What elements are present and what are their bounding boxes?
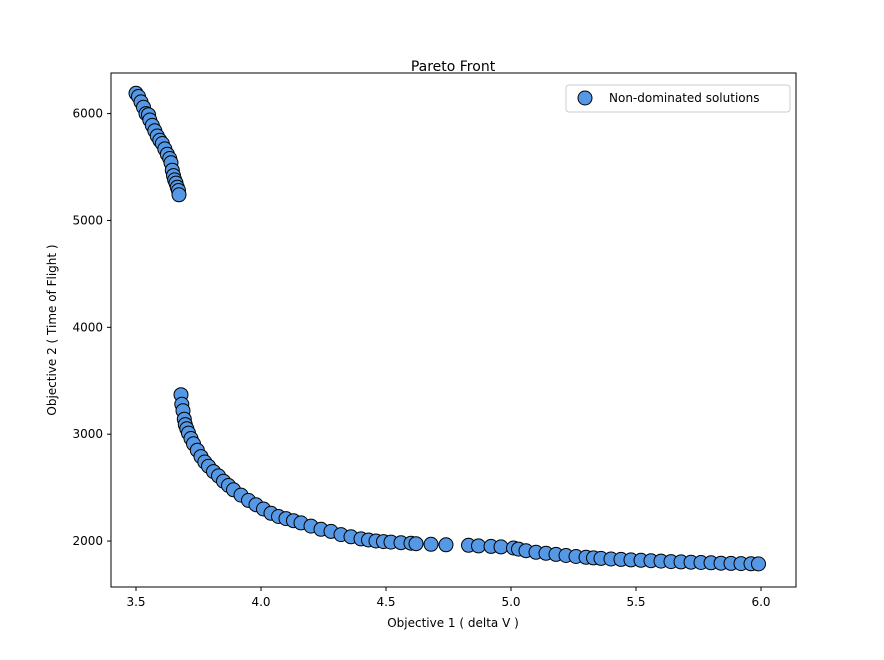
y-tick-label: 3000 (72, 427, 103, 441)
y-axis-label: Objective 2 ( Time of Flight ) (45, 244, 59, 415)
data-point (408, 536, 424, 552)
y-tick-label: 2000 (72, 534, 103, 548)
scatter-points (128, 85, 766, 572)
legend-label: Non-dominated solutions (609, 91, 760, 105)
x-axis-ticks: 3.5 4.0 4.5 5.0 5.5 6.0 (126, 587, 771, 609)
x-axis-label: Objective 1 ( delta V ) (387, 616, 519, 630)
x-tick-label: 6.0 (751, 595, 770, 609)
x-tick-label: 3.5 (126, 595, 145, 609)
x-tick-label: 5.0 (501, 595, 520, 609)
data-point (171, 187, 187, 203)
plot-frame (110, 72, 797, 588)
y-tick-label: 5000 (72, 213, 103, 227)
x-tick-label: 5.5 (626, 595, 645, 609)
data-point (493, 539, 509, 555)
y-tick-label: 4000 (72, 320, 103, 334)
data-point (423, 536, 439, 552)
data-point (751, 556, 766, 572)
legend-box (565, 84, 791, 113)
data-point (438, 537, 454, 553)
y-tick-label: 6000 (72, 107, 103, 121)
y-axis-ticks: 2000 3000 4000 5000 6000 (72, 107, 111, 548)
legend-marker (577, 90, 593, 106)
x-tick-label: 4.5 (376, 595, 395, 609)
data-point (471, 538, 486, 554)
legend: Non-dominated solutions (565, 84, 791, 113)
x-tick-label: 4.0 (251, 595, 270, 609)
chart-title: Pareto Front (411, 59, 496, 75)
